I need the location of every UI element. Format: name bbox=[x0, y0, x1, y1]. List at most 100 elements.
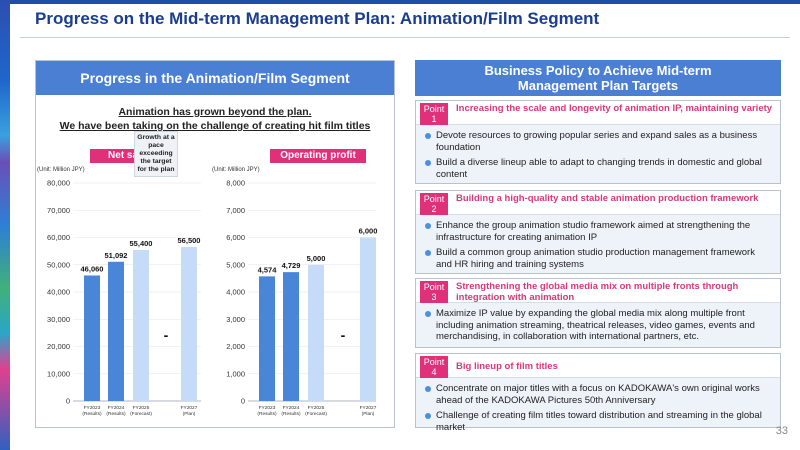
operating-profit-ytick-label: 3,000 bbox=[226, 315, 245, 324]
point-1-header: Point 1 Increasing the scale and longevi… bbox=[416, 101, 780, 125]
net-sales-no-data-dash: - bbox=[164, 327, 169, 343]
net-sales-category-label: FY2025 bbox=[133, 405, 150, 411]
top-rule bbox=[10, 0, 800, 4]
operating-profit-unit: (Unit: Million JPY) bbox=[212, 167, 260, 173]
point-1-bullets: Devote resources to growing popular seri… bbox=[416, 125, 780, 188]
point-2-badge: Point 2 bbox=[420, 193, 448, 215]
net-sales-ytick-label: 70,000 bbox=[47, 206, 70, 215]
lead-text: Animation has grown beyond the plan. We … bbox=[36, 105, 394, 133]
point-4-title: Big lineup of film titles bbox=[456, 361, 558, 372]
operating-profit-category-label: (Forecast) bbox=[305, 411, 327, 417]
point-3-box: Point 3 Strengthening the global media m… bbox=[415, 278, 781, 348]
progress-panel: Progress in the Animation/Film Segment A… bbox=[35, 60, 395, 428]
list-item: Concentrate on major titles with a focus… bbox=[424, 383, 772, 406]
lead-line-1: Animation has grown beyond the plan. bbox=[118, 106, 312, 118]
operating-profit-ytick-label: 1,000 bbox=[226, 369, 245, 378]
point-2-title: Building a high-quality and stable anima… bbox=[456, 193, 759, 204]
operating-profit-value-label: 4,729 bbox=[282, 261, 301, 270]
business-policy-title-line-2: Management Plan Targets bbox=[517, 78, 679, 93]
point-3-badge-word: Point bbox=[423, 282, 445, 292]
list-item: Enhance the group animation studio frame… bbox=[424, 220, 772, 243]
operating-profit-ytick-label: 6,000 bbox=[226, 233, 245, 242]
point-2-header: Point 2 Building a high-quality and stab… bbox=[416, 191, 780, 215]
accent-strip bbox=[0, 0, 10, 450]
point-4-badge: Point 4 bbox=[420, 356, 448, 378]
operating-profit-category-label: FY2025 bbox=[308, 405, 325, 411]
net-sales-category-label: FY2023 bbox=[84, 405, 101, 411]
point-2-box: Point 2 Building a high-quality and stab… bbox=[415, 190, 781, 274]
net-sales-ytick-label: 0 bbox=[66, 397, 70, 406]
list-item: Devote resources to growing popular seri… bbox=[424, 130, 772, 153]
net-sales-category-label: (Results) bbox=[82, 411, 102, 417]
operating-profit-ytick-label: 2,000 bbox=[226, 342, 245, 351]
business-policy-title: Business Policy to Achieve Mid-term Mana… bbox=[415, 60, 781, 96]
operating-profit-no-data-dash: - bbox=[341, 327, 346, 343]
operating-profit-category-label: (Results) bbox=[257, 411, 277, 417]
net-sales-ytick-label: 80,000 bbox=[47, 179, 70, 188]
operating-profit-ytick-label: 8,000 bbox=[226, 179, 245, 188]
point-4-box: Point 4 Big lineup of film titles Concen… bbox=[415, 353, 781, 433]
point-3-badge: Point 3 bbox=[420, 281, 448, 303]
operating-profit-ytick-label: 5,000 bbox=[226, 260, 245, 269]
list-item: Challenge of creating film titles toward… bbox=[424, 410, 772, 433]
net-sales-ytick-label: 30,000 bbox=[47, 315, 70, 324]
net-sales-ytick-label: 20,000 bbox=[47, 342, 70, 351]
operating-profit-category-label: FY2027 bbox=[360, 405, 377, 411]
point-1-badge: Point 1 bbox=[420, 103, 448, 125]
net-sales-ytick-label: 60,000 bbox=[47, 233, 70, 242]
net-sales-bar bbox=[84, 275, 100, 401]
point-3-header: Point 3 Strengthening the global media m… bbox=[416, 279, 780, 303]
operating-profit-category-label: FY2023 bbox=[259, 405, 276, 411]
operating-profit-tag: Operating profit bbox=[270, 149, 366, 163]
net-sales-category-label: (Results) bbox=[106, 411, 126, 417]
growth-callout: Growth at a pace exceeding the target fo… bbox=[134, 131, 178, 177]
operating-profit-value-label: 5,000 bbox=[307, 254, 326, 263]
operating-profit-bar bbox=[308, 264, 324, 401]
point-1-box: Point 1 Increasing the scale and longevi… bbox=[415, 100, 781, 184]
net-sales-ytick-label: 50,000 bbox=[47, 260, 70, 269]
operating-profit-bar bbox=[283, 272, 299, 401]
point-4-bullets: Concentrate on major titles with a focus… bbox=[416, 378, 780, 441]
point-4-header: Point 4 Big lineup of film titles bbox=[416, 354, 780, 378]
net-sales-bar bbox=[133, 250, 149, 401]
operating-profit-value-label: 4,574 bbox=[258, 265, 278, 274]
operating-profit-bar bbox=[259, 276, 275, 401]
operating-profit-category-label: (Plan) bbox=[362, 411, 375, 417]
point-3-bullets: Maximize IP value by expanding the globa… bbox=[416, 303, 780, 351]
net-sales-bar bbox=[108, 261, 124, 401]
point-2-badge-number: 2 bbox=[431, 204, 437, 214]
page-number: 33 bbox=[775, 425, 788, 437]
net-sales-value-label: 51,092 bbox=[105, 251, 128, 260]
page-title: Progress on the Mid-term Management Plan… bbox=[35, 9, 600, 28]
point-4-badge-word: Point bbox=[423, 357, 445, 367]
point-1-title: Increasing the scale and longevity of an… bbox=[456, 103, 773, 114]
net-sales-unit: (Unit: Million JPY) bbox=[37, 167, 85, 173]
title-divider bbox=[20, 37, 790, 38]
operating-profit-ytick-label: 4,000 bbox=[226, 288, 245, 297]
list-item: Build a common group animation studio pr… bbox=[424, 247, 772, 270]
point-1-badge-number: 1 bbox=[431, 114, 437, 124]
net-sales-category-label: (Plan) bbox=[183, 411, 196, 417]
point-3-badge-number: 3 bbox=[431, 292, 437, 302]
point-3-title: Strengthening the global media mix on mu… bbox=[456, 281, 739, 303]
operating-profit-value-label: 6,000 bbox=[359, 227, 378, 236]
point-2-bullets: Enhance the group animation studio frame… bbox=[416, 215, 780, 278]
point-1-badge-word: Point bbox=[423, 104, 445, 114]
point-4-badge-number: 4 bbox=[431, 367, 437, 377]
operating-profit-ytick-label: 0 bbox=[241, 397, 245, 406]
net-sales-category-label: FY2024 bbox=[108, 405, 125, 411]
operating-profit-ytick-label: 7,000 bbox=[226, 206, 245, 215]
list-item: Maximize IP value by expanding the globa… bbox=[424, 308, 772, 343]
net-sales-category-label: FY2027 bbox=[181, 405, 198, 411]
net-sales-ytick-label: 40,000 bbox=[47, 288, 70, 297]
operating-profit-category-label: (Results) bbox=[281, 411, 301, 417]
point-2-badge-word: Point bbox=[423, 194, 445, 204]
net-sales-value-label: 56,500 bbox=[178, 236, 201, 245]
lead-line-2: We have been taking on the challenge of … bbox=[59, 120, 371, 132]
net-sales-category-label: (Forecast) bbox=[130, 411, 152, 417]
net-sales-value-label: 55,400 bbox=[130, 239, 153, 248]
business-policy-title-line-1: Business Policy to Achieve Mid-term bbox=[484, 63, 712, 78]
operating-profit-bar bbox=[360, 237, 376, 401]
